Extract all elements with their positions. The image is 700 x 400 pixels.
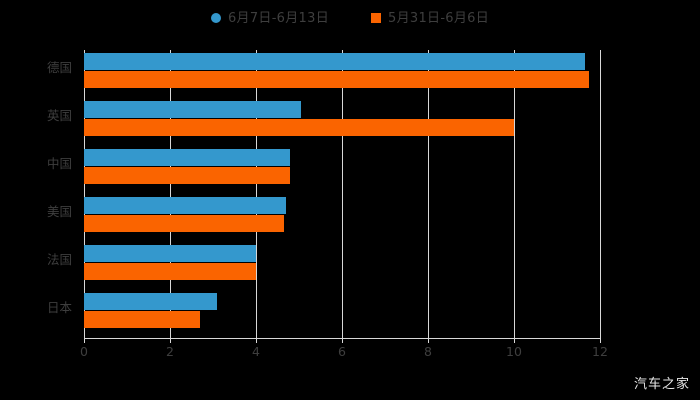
gridline-x-6 [342, 50, 343, 338]
x-axis-tick-10 [514, 338, 515, 343]
bar-orange[interactable] [84, 215, 284, 232]
y-axis-label-5: 日本 [46, 300, 72, 315]
x-axis-tick-12 [600, 338, 601, 343]
gridline-x-2 [170, 50, 171, 338]
legend-label-series-2: 5月31日-6月6日 [388, 10, 490, 26]
x-axis-tick-label-6: 6 [338, 344, 346, 359]
bar-blue[interactable] [84, 293, 218, 310]
x-axis-tick-label-10: 10 [506, 344, 522, 359]
bar-blue[interactable] [84, 197, 287, 214]
plot-area: 德国英国中国美国法国日本 [47, 50, 601, 338]
x-axis-tick-label-2: 2 [166, 344, 174, 359]
y-axis-label-0: 德国 [46, 60, 72, 75]
legend-label-series-1: 6月7日-6月13日 [227, 10, 329, 26]
bar-blue[interactable] [84, 53, 585, 70]
x-axis-tick-2 [170, 338, 171, 343]
x-axis-tick-label-8: 8 [424, 344, 432, 359]
gridline-x-10 [514, 50, 515, 338]
bar-orange[interactable] [84, 263, 256, 280]
gridline-x-8 [428, 50, 429, 338]
bar-orange[interactable] [84, 167, 291, 184]
x-axis-tick-0 [84, 338, 85, 343]
y-axis-label-3: 美国 [46, 204, 72, 219]
x-axis-tick-label-4: 4 [252, 344, 260, 359]
legend-item-series-1[interactable]: 6月7日-6月13日 [210, 10, 329, 26]
bar-orange[interactable] [84, 311, 201, 328]
category-band: 德国 [47, 50, 600, 98]
gridline-x-4 [256, 50, 257, 338]
x-axis-tick-8 [428, 338, 429, 343]
y-axis-label-4: 法国 [46, 252, 72, 267]
y-axis-label-1: 英国 [46, 108, 72, 123]
bar-blue[interactable] [84, 245, 256, 262]
x-axis: 0 2 4 6 8 10 12 [80, 338, 608, 359]
x-axis-tick-6 [342, 338, 343, 343]
chart-legend: 6月7日-6月13日 5月31日-6月6日 [0, 8, 700, 28]
bar-orange[interactable] [84, 71, 590, 88]
x-axis-tick-label-0: 0 [80, 344, 88, 359]
category-band: 法国 [47, 242, 600, 290]
y-axis-label-2: 中国 [46, 156, 72, 171]
category-band: 美国 [47, 194, 600, 242]
category-band: 中国 [47, 146, 600, 194]
legend-item-series-2[interactable]: 5月31日-6月6日 [371, 12, 489, 25]
watermark: 汽车之家 [633, 377, 690, 392]
x-axis-tick-label-12: 12 [592, 344, 608, 359]
gridline-x-12 [600, 50, 601, 338]
legend-marker-circle-blue [210, 13, 221, 23]
gridline-x-0 [84, 50, 85, 338]
bar-blue[interactable] [84, 149, 291, 166]
category-band: 英国 [47, 98, 600, 146]
legend-marker-square-orange [371, 13, 381, 23]
bar-orange[interactable] [84, 119, 514, 136]
bar-blue[interactable] [84, 101, 302, 118]
category-band: 日本 [47, 290, 600, 338]
x-axis-tick-4 [256, 338, 257, 343]
